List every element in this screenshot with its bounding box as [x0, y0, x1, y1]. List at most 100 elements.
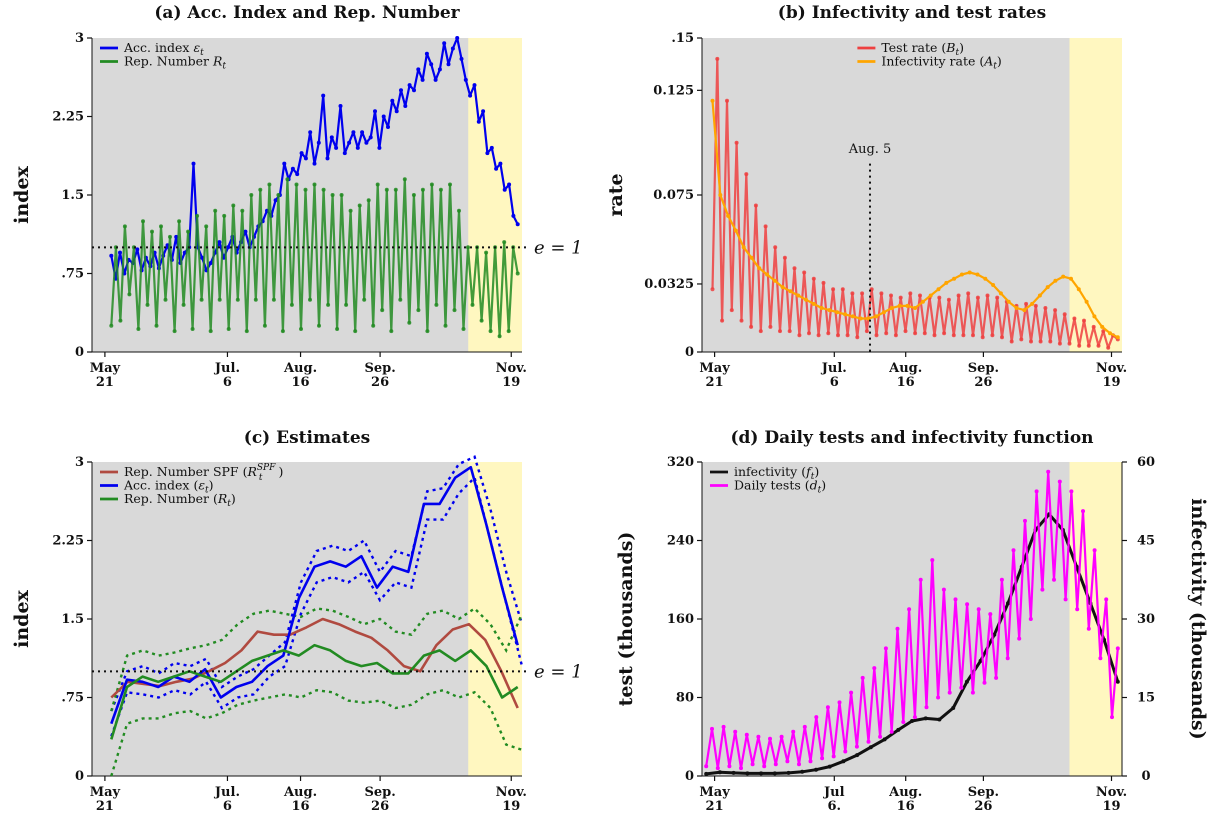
data-point [466, 245, 470, 250]
data-point [1045, 285, 1050, 290]
data-point [1028, 617, 1033, 621]
data-point [402, 177, 407, 182]
data-point [1086, 626, 1091, 631]
y2-tick-label: 45 [1137, 534, 1155, 549]
confidence-band-upper [110, 606, 524, 712]
data-point [788, 289, 793, 294]
data-point [739, 766, 743, 771]
data-point [448, 182, 452, 187]
data-point [208, 261, 213, 265]
data-point [720, 318, 725, 323]
x-tick-label: May [699, 785, 730, 800]
data-point [243, 229, 248, 234]
data-point [1033, 303, 1038, 308]
reference-line-label: e = 1 [534, 237, 583, 258]
data-point [321, 93, 326, 98]
data-point [511, 213, 516, 218]
y-tick-label: .75 [61, 691, 84, 706]
data-point [468, 93, 473, 98]
data-point [988, 612, 993, 617]
data-point [403, 104, 408, 108]
data-point [895, 626, 900, 631]
data-point [836, 333, 840, 338]
data-point [1069, 276, 1073, 281]
data-point [802, 724, 807, 729]
data-point [796, 293, 801, 298]
data-point [745, 771, 750, 776]
data-point [866, 739, 871, 744]
data-point [109, 323, 114, 328]
data-point [485, 151, 490, 156]
data-point [1057, 479, 1062, 484]
y-tick-label: 3 [75, 31, 84, 46]
data-point [791, 729, 796, 734]
y-tick-label: 0.0325 [644, 277, 694, 292]
data-point [515, 271, 520, 276]
data-point [882, 310, 886, 315]
y-tick-label: 0.125 [653, 83, 694, 98]
data-point [360, 130, 365, 135]
data-point [312, 161, 317, 166]
data-point [109, 253, 114, 258]
y2-axis-label: infectivity (thousands) [1187, 498, 1209, 739]
data-point [831, 287, 836, 292]
data-point [438, 187, 443, 192]
data-point [855, 335, 860, 340]
data-point [226, 327, 231, 331]
data-point [819, 306, 824, 310]
data-point [452, 308, 457, 313]
y-tick-label: 2.25 [52, 534, 84, 549]
data-point [498, 161, 503, 166]
data-point [893, 333, 898, 338]
data-point [502, 187, 507, 192]
data-point [437, 67, 442, 72]
data-point [1101, 329, 1106, 334]
data-point [1077, 343, 1082, 348]
data-point [779, 734, 784, 739]
data-point [787, 329, 792, 334]
data-point [1037, 293, 1042, 298]
data-point [975, 295, 980, 300]
data-point [457, 208, 461, 213]
y-tick-label: 160 [667, 612, 694, 627]
data-point [394, 109, 399, 114]
data-point [136, 327, 141, 331]
y-axis-label: index [11, 165, 33, 223]
data-point [897, 303, 902, 308]
data-point [937, 295, 942, 300]
data-point [864, 329, 869, 334]
legend-label: Acc. index εt [123, 40, 204, 58]
data-point [843, 749, 848, 754]
data-point [1069, 489, 1074, 494]
y-tick-label: 1.5 [61, 188, 84, 203]
data-point [420, 187, 425, 192]
panel-a: (a) Acc. Index and Rep. Number 0 .75 1.5 2.2… [11, 3, 583, 390]
data-point [1019, 337, 1024, 342]
y-tick-label: 240 [667, 534, 694, 549]
data-point [191, 161, 196, 166]
plot-area [92, 462, 522, 776]
chart-title: (a) Acc. Index and Rep. Number [154, 3, 460, 23]
data-point [217, 297, 222, 302]
data-point [303, 156, 308, 161]
data-point [898, 295, 903, 300]
data-point [455, 36, 460, 40]
data-point [874, 314, 879, 319]
data-point [442, 41, 447, 46]
data-point [1104, 597, 1109, 602]
data-point [312, 182, 317, 187]
x-tick-label: Sep. [968, 361, 999, 376]
data-point [951, 333, 956, 338]
data-point [1115, 335, 1120, 340]
y-tick-label: .75 [61, 267, 84, 282]
data-point [411, 193, 416, 197]
data-point [843, 312, 847, 317]
x-tick-label: Sep. [364, 785, 395, 800]
x-tick-label: Jul. [214, 785, 240, 800]
data-point [366, 198, 371, 203]
data-point [299, 327, 303, 331]
x-tick-label: Nov. [1096, 785, 1127, 800]
shaded-region [468, 38, 522, 352]
data-point [850, 314, 855, 319]
x-tick-label: 6 [223, 799, 232, 814]
